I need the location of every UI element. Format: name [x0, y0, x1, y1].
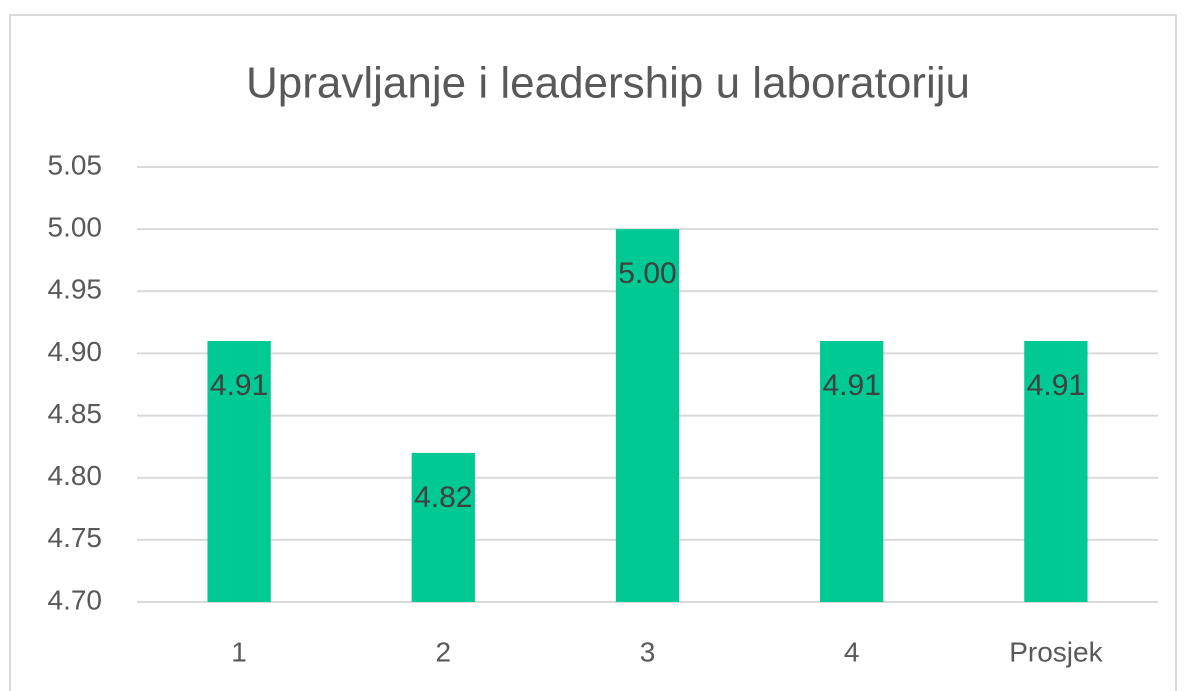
x-tick-label: 4 [844, 636, 860, 667]
data-label: 5.00 [618, 257, 676, 290]
bar [1024, 341, 1088, 602]
y-tick-label: 4.90 [48, 336, 103, 367]
data-label: 4.91 [1027, 369, 1085, 402]
y-tick-label: 4.80 [48, 460, 103, 491]
bar [411, 452, 475, 602]
y-tick-label: 5.00 [48, 212, 103, 243]
bar [820, 341, 884, 602]
x-tick-label: 3 [640, 636, 656, 667]
data-label: 4.82 [414, 481, 472, 514]
bar [207, 341, 271, 602]
data-label: 4.91 [823, 369, 881, 402]
x-tick-label: 1 [231, 636, 247, 667]
y-tick-label: 4.95 [48, 274, 103, 305]
chart-title: Upravljanje i leadership u laboratoriju [246, 59, 970, 108]
y-tick-label: 4.75 [48, 522, 103, 553]
y-tick-label: 4.85 [48, 398, 103, 429]
x-tick-label: Prosjek [1009, 636, 1103, 667]
y-tick-label: 5.05 [48, 149, 103, 180]
bar [615, 229, 680, 602]
data-label: 4.91 [210, 369, 268, 402]
x-tick-label: 2 [436, 636, 452, 667]
y-tick-label: 4.70 [48, 584, 103, 615]
